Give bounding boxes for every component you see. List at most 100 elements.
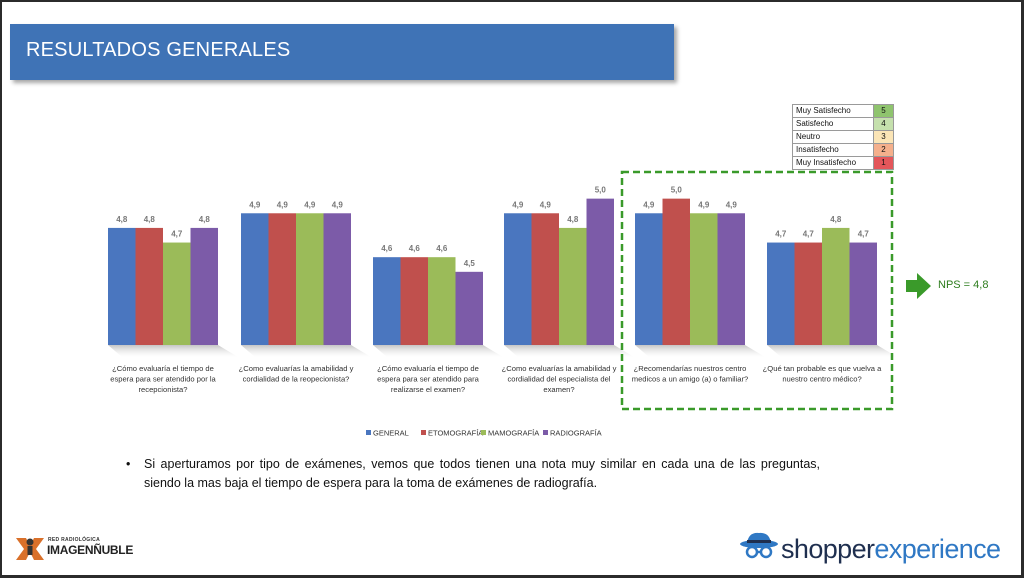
legend-swatch xyxy=(481,430,486,435)
category-label: medicos a un amigo (a) o familiar? xyxy=(632,375,749,384)
bar-value-label: 4,8 xyxy=(199,215,211,224)
bar xyxy=(822,227,850,345)
bar-shadow xyxy=(504,345,634,357)
category-label: nuestro centro médico? xyxy=(782,375,861,384)
scale-row: Neutro 3 xyxy=(792,130,894,144)
category-label: examen? xyxy=(543,385,574,394)
bar-value-label: 4,6 xyxy=(381,244,393,253)
shopperexperience-logo: shopperexperience xyxy=(781,534,1001,565)
category-label: ¿Cómo evaluaría el tiempo de xyxy=(112,364,214,373)
bar xyxy=(323,213,351,345)
category-label: espera para ser atendido para xyxy=(377,375,480,384)
bar-value-label: 5,0 xyxy=(595,186,607,195)
scale-row: Insatisfecho 2 xyxy=(792,143,894,157)
bar-shadow xyxy=(635,345,765,357)
scale-row: Satisfecho 4 xyxy=(792,117,894,131)
legend-label: GENERAL xyxy=(373,429,409,438)
bullet-dot: • xyxy=(126,457,131,471)
bar xyxy=(296,213,324,345)
scale-label: Muy Insatisfecho xyxy=(792,156,874,170)
bar-value-label: 4,8 xyxy=(830,215,842,224)
bar xyxy=(635,213,663,345)
bar xyxy=(690,213,718,345)
category-label: realizarse el examen? xyxy=(391,385,465,394)
bar xyxy=(794,242,822,345)
scale-row: Muy Insatisfecho 1 xyxy=(792,156,894,170)
bar-value-label: 4,8 xyxy=(116,215,128,224)
scale-value: 5 xyxy=(873,104,894,118)
bar-value-label: 4,8 xyxy=(144,215,156,224)
bar xyxy=(163,242,191,345)
bar xyxy=(717,213,745,345)
category-label: ¿Como evaluarías la amabilidad y xyxy=(502,364,617,373)
category-label: ¿Recomendarías nuestros centro xyxy=(634,364,747,373)
legend-label: MAMOGRAFÍA xyxy=(488,429,539,438)
bar-shadow xyxy=(767,345,897,357)
bar-value-label: 4,5 xyxy=(464,259,476,268)
bar xyxy=(849,242,877,345)
scale-value: 2 xyxy=(873,143,894,157)
summary-bullet: • Si aperturamos por tipo de exámenes, v… xyxy=(126,455,820,493)
scale-label: Neutro xyxy=(792,130,874,144)
bar-value-label: 4,9 xyxy=(512,200,524,209)
bar-value-label: 4,9 xyxy=(277,200,289,209)
bar xyxy=(531,213,559,345)
scale-legend: Muy Satisfecho 5 Satisfecho 4 Neutro 3 Insatis… xyxy=(792,104,894,170)
legend-label: RADIOGRAFÍA xyxy=(550,429,602,438)
bar xyxy=(400,257,428,345)
legend-swatch xyxy=(421,430,426,435)
bar xyxy=(586,198,614,345)
bar-value-label: 4,6 xyxy=(409,244,421,253)
bar-value-label: 4,7 xyxy=(775,230,787,239)
logo-left-line1: RED RADIOLÓGICA xyxy=(48,537,100,543)
highlight-box xyxy=(620,170,894,411)
bar-value-label: 4,9 xyxy=(698,200,710,209)
bar-value-label: 4,6 xyxy=(436,244,448,253)
category-label: cordialidad del especialista del xyxy=(507,375,610,384)
bar-value-label: 4,7 xyxy=(803,230,815,239)
bar-shadow xyxy=(241,345,371,357)
scale-value: 3 xyxy=(873,130,894,144)
bar xyxy=(373,257,401,345)
bar-value-label: 4,9 xyxy=(249,200,261,209)
bar xyxy=(455,271,483,345)
bar-value-label: 4,9 xyxy=(304,200,316,209)
category-label: espera para ser atendido por la xyxy=(110,375,216,384)
category-label: recepcionista? xyxy=(139,385,188,394)
bar-value-label: 4,7 xyxy=(858,230,870,239)
bar-value-label: 4,9 xyxy=(332,200,344,209)
legend-swatch xyxy=(543,430,548,435)
bar-value-label: 4,9 xyxy=(726,200,738,209)
arrow-right-icon xyxy=(906,273,931,299)
bar xyxy=(241,213,269,345)
bar-value-label: 4,7 xyxy=(171,230,183,239)
imagen-nuble-logo-icon xyxy=(16,538,44,560)
scale-row: Muy Satisfecho 5 xyxy=(792,104,894,118)
category-label: ¿Qué tan probable es que vuelva a xyxy=(763,364,882,373)
scale-value: 1 xyxy=(873,156,894,170)
summary-text: Si aperturamos por tipo de exámenes, vem… xyxy=(144,457,820,490)
logo-right-part2: experience xyxy=(874,534,1001,564)
bar xyxy=(662,198,690,345)
legend-label: ETOMOGRAFÍA xyxy=(428,429,483,438)
bar xyxy=(190,227,218,345)
bar-value-label: 4,9 xyxy=(540,200,552,209)
logo-right-part1: shopper xyxy=(781,534,875,564)
bar xyxy=(108,227,136,345)
bar-shadow xyxy=(373,345,503,357)
bar-value-label: 5,0 xyxy=(671,186,683,195)
bar-value-label: 4,8 xyxy=(567,215,579,224)
scale-label: Satisfecho xyxy=(792,117,874,131)
page-title: RESULTADOS GENERALES xyxy=(26,39,291,61)
scale-value: 4 xyxy=(873,117,894,131)
bar-shadow xyxy=(108,345,238,357)
nps-label: NPS = 4,8 xyxy=(938,279,989,291)
category-label: ¿Cómo evaluaría el tiempo de xyxy=(377,364,479,373)
bar xyxy=(428,257,456,345)
category-label: cordialidad de la reopecionista? xyxy=(243,375,350,384)
scale-label: Insatisfecho xyxy=(792,143,874,157)
shopper-spy-icon xyxy=(740,532,778,559)
title-bar: RESULTADOS GENERALES xyxy=(10,24,674,80)
